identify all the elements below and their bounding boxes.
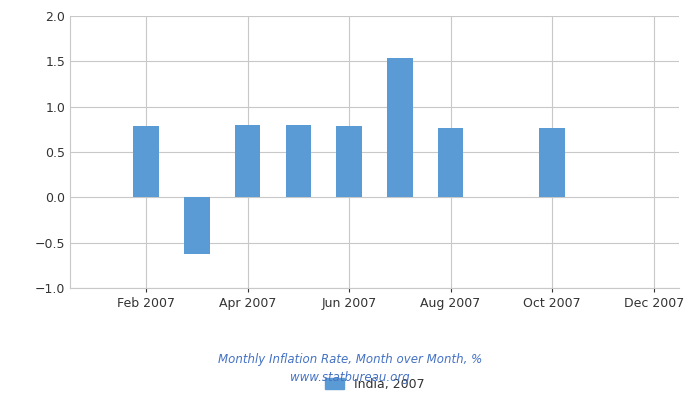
Text: www.statbureau.org: www.statbureau.org: [290, 372, 410, 384]
Legend: India, 2007: India, 2007: [320, 373, 429, 396]
Bar: [337, 126, 362, 197]
Bar: [184, 197, 209, 254]
Text: Monthly Inflation Rate, Month over Month, %: Monthly Inflation Rate, Month over Month…: [218, 354, 482, 366]
Bar: [286, 125, 311, 197]
Bar: [438, 128, 463, 197]
Bar: [235, 125, 260, 197]
Bar: [387, 58, 412, 197]
Bar: [134, 126, 159, 197]
Bar: [540, 128, 565, 197]
